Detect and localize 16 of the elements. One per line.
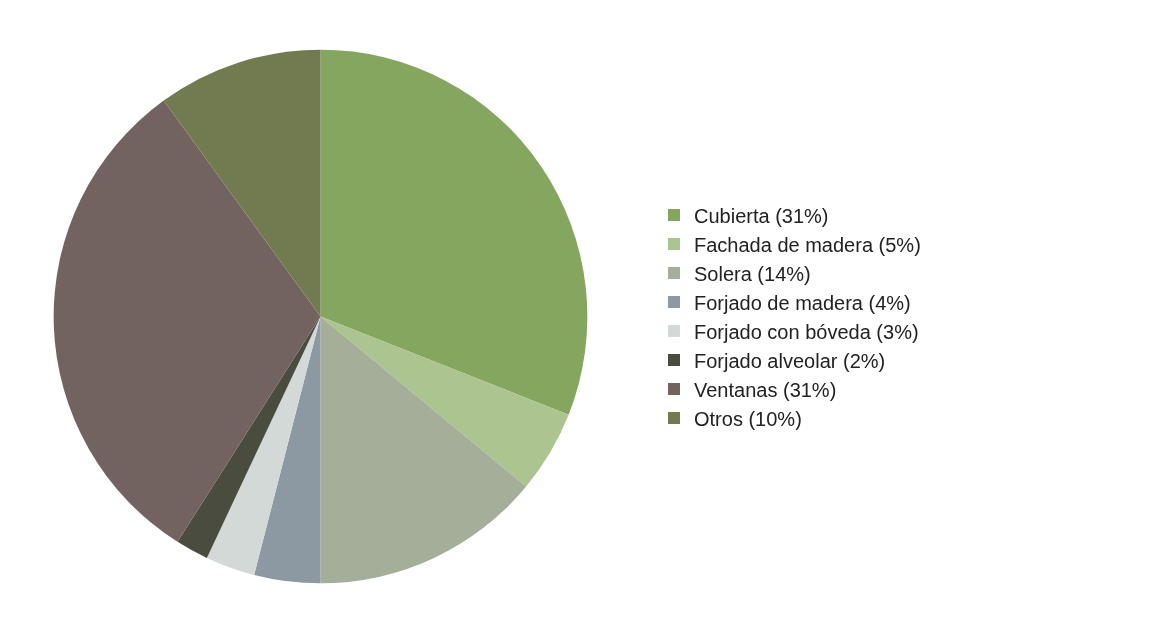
legend-label: Cubierta (31%) [694,204,829,227]
pie-slice [320,316,569,487]
pie-slice [206,316,321,575]
legend-label: Ventanas (31%) [694,378,837,401]
pie-slice [320,49,588,415]
pie-slice [177,316,321,558]
legend-label: Otros (10%) [694,407,802,430]
pie-slice [320,316,527,584]
legend-label: Solera (14%) [694,262,811,285]
legend-label: Forjado alveolar (2%) [694,349,886,372]
legend-label: Forjado de madera (4%) [694,291,911,314]
legend-label: Fachada de madera (5%) [694,233,921,256]
legend-label: Forjado con bóveda (3%) [694,320,919,343]
pie-slice [163,49,321,317]
pie-slice [53,100,321,542]
pie-slice [254,316,321,584]
